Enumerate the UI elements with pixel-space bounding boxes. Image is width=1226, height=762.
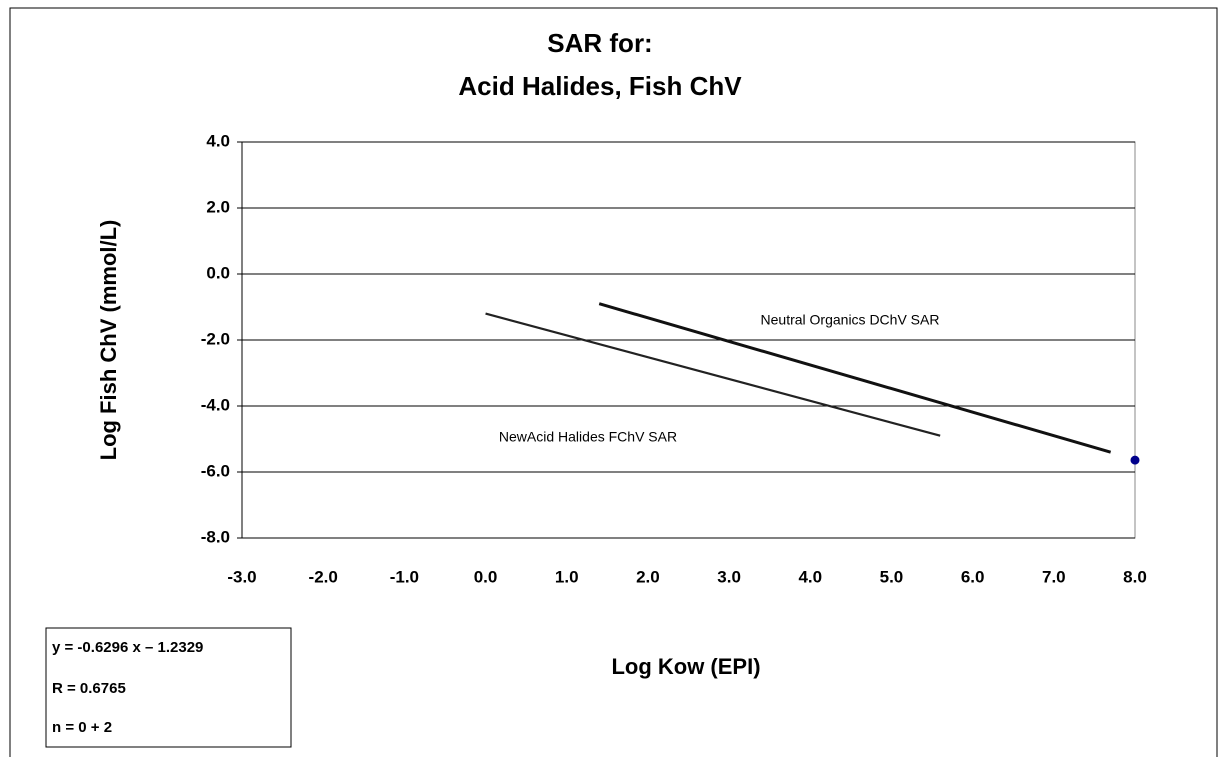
x-tick-label: 7.0 bbox=[1042, 567, 1066, 586]
series-label: NewAcid Halides FChV SAR bbox=[499, 429, 677, 445]
x-tick-label: 0.0 bbox=[474, 567, 498, 586]
sar-line bbox=[598, 302, 1112, 454]
x-tick-label: -3.0 bbox=[227, 567, 256, 586]
stats-line: R = 0.6765 bbox=[52, 680, 126, 697]
y-axis-title: Log Fish ChV (mmol/L) bbox=[96, 220, 121, 461]
x-tick-label: 6.0 bbox=[961, 567, 985, 586]
y-tick-label: 0.0 bbox=[206, 263, 230, 282]
chart-title: SAR for: bbox=[547, 28, 652, 58]
x-axis-title: Log Kow (EPI) bbox=[611, 654, 760, 679]
x-tick-label: 8.0 bbox=[1123, 567, 1147, 586]
y-tick-label: 2.0 bbox=[206, 197, 230, 216]
x-tick-label: 4.0 bbox=[798, 567, 822, 586]
sar-line bbox=[485, 312, 941, 437]
stats-line: n = 0 + 2 bbox=[52, 719, 112, 736]
y-tick-label: -6.0 bbox=[201, 461, 230, 480]
data-point bbox=[1130, 455, 1140, 465]
x-tick-label: 5.0 bbox=[880, 567, 904, 586]
y-tick-label: 4.0 bbox=[206, 131, 230, 150]
y-tick-label: -8.0 bbox=[201, 527, 230, 546]
series-label: Neutral Organics DChV SAR bbox=[761, 312, 940, 328]
x-tick-label: -2.0 bbox=[309, 567, 338, 586]
y-tick-label: -2.0 bbox=[201, 329, 230, 348]
x-tick-label: 2.0 bbox=[636, 567, 660, 586]
chart-subtitle: Acid Halides, Fish ChV bbox=[458, 71, 742, 101]
stats-box bbox=[45, 627, 292, 748]
stats-line: y = -0.6296 x – 1.2329 bbox=[52, 639, 203, 656]
x-tick-label: 1.0 bbox=[555, 567, 579, 586]
y-tick-label: -4.0 bbox=[201, 395, 230, 414]
x-tick-label: 3.0 bbox=[717, 567, 741, 586]
x-tick-label: -1.0 bbox=[390, 567, 419, 586]
